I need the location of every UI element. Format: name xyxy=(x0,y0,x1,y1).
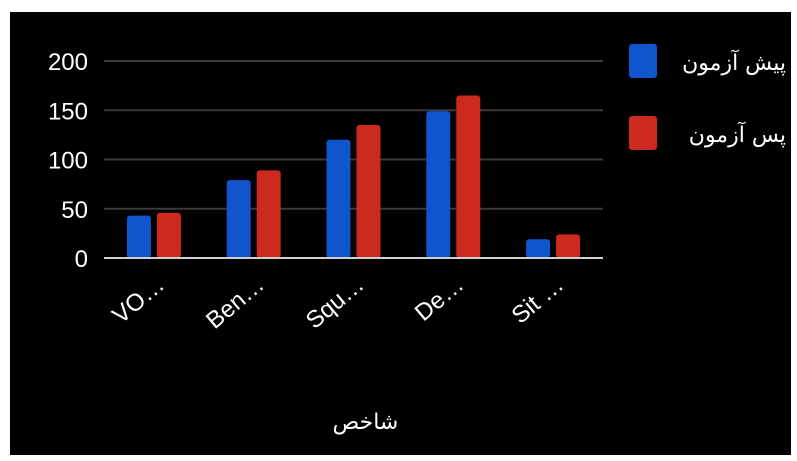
bar-pre-0 xyxy=(126,215,151,258)
y-tick-label: 200 xyxy=(48,49,88,76)
y-tick-label: 150 xyxy=(48,98,88,125)
legend: پیش آزمون پس آزمون xyxy=(629,44,786,150)
bar-post-3 xyxy=(456,95,481,258)
x-tick-label: De… xyxy=(410,271,469,327)
bar-post-1 xyxy=(256,170,281,258)
bar-pre-1 xyxy=(226,180,251,258)
chart-frame: 0 50 100 150 200 VO… Ben… Squ… De… Sit … شاخص پی… xyxy=(10,12,791,455)
x-axis-ticks: VO… Ben… Squ… De… Sit … xyxy=(107,271,569,335)
bar-pre-3 xyxy=(426,111,451,258)
bar-post-4 xyxy=(556,234,581,258)
bar-pre-2 xyxy=(326,139,351,258)
x-tick-label: Squ… xyxy=(301,271,369,335)
legend-swatch-post xyxy=(629,116,657,150)
bar-post-2 xyxy=(356,125,381,259)
x-tick-label: VO… xyxy=(107,271,169,329)
bar-post-0 xyxy=(156,212,181,258)
legend-swatch-pre xyxy=(629,44,657,78)
y-tick-label: 0 xyxy=(75,246,88,273)
y-tick-label: 100 xyxy=(48,148,88,175)
bar-pre-4 xyxy=(526,239,551,258)
grid-lines xyxy=(104,60,603,210)
x-tick-label: Sit … xyxy=(507,271,569,329)
x-axis-title: شاخص xyxy=(333,409,399,435)
y-tick-label: 50 xyxy=(61,197,88,224)
y-axis-ticks: 0 50 100 150 200 xyxy=(48,49,88,273)
bar-chart: 0 50 100 150 200 VO… Ben… Squ… De… Sit … شاخص پی… xyxy=(48,44,786,435)
x-tick-label: Ben… xyxy=(201,271,269,335)
legend-label-pre: پیش آزمون xyxy=(682,49,786,76)
bars xyxy=(126,95,581,259)
legend-label-post: پس آزمون xyxy=(689,121,786,148)
